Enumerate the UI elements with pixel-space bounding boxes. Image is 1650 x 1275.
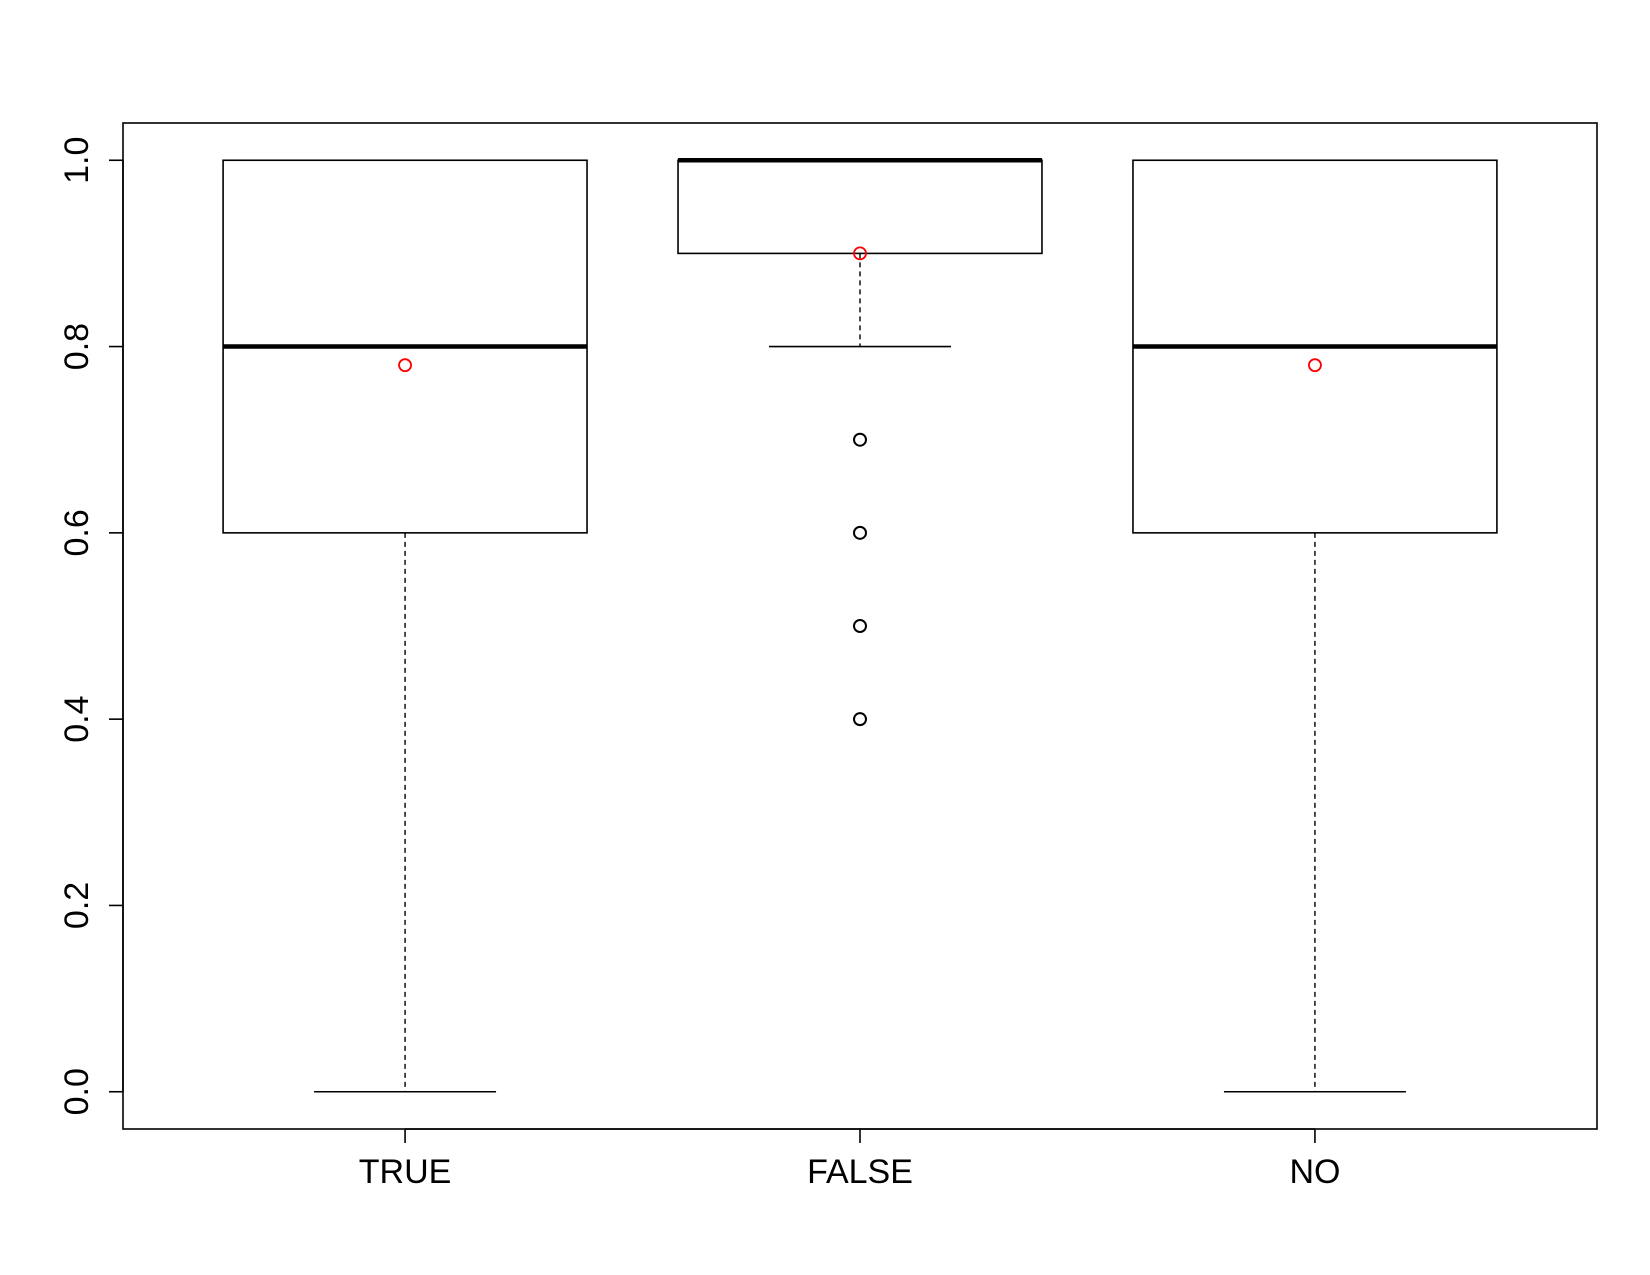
- iqr-box: [677, 159, 1043, 255]
- mean-marker: [853, 246, 867, 261]
- x-tick-label: TRUE: [359, 1153, 452, 1191]
- y-tick-label: 0.4: [58, 696, 96, 743]
- x-tick-label: NO: [1289, 1153, 1340, 1191]
- box-no: [1132, 159, 1498, 1093]
- y-axis: 0.0 0.2 0.4 0.6 0.8 1.0: [58, 137, 124, 1115]
- outlier-point: [853, 712, 867, 727]
- x-axis: TRUE FALSE NO: [359, 1128, 1340, 1191]
- y-tick-label: 0.6: [58, 509, 96, 556]
- outlier-point: [853, 432, 867, 447]
- x-tick-label: FALSE: [807, 1153, 913, 1191]
- y-tick-label: 0.2: [58, 882, 96, 929]
- box-false: [677, 158, 1043, 727]
- box-true: [222, 159, 588, 1093]
- outlier-point: [853, 619, 867, 633]
- mean-marker: [398, 358, 412, 373]
- outlier-point: [853, 525, 867, 540]
- y-tick-label: 0.0: [58, 1068, 96, 1115]
- y-tick-label: 1.0: [58, 137, 96, 184]
- y-tick-label: 0.8: [58, 323, 96, 370]
- boxes: [222, 158, 1498, 1093]
- mean-marker: [1308, 358, 1322, 373]
